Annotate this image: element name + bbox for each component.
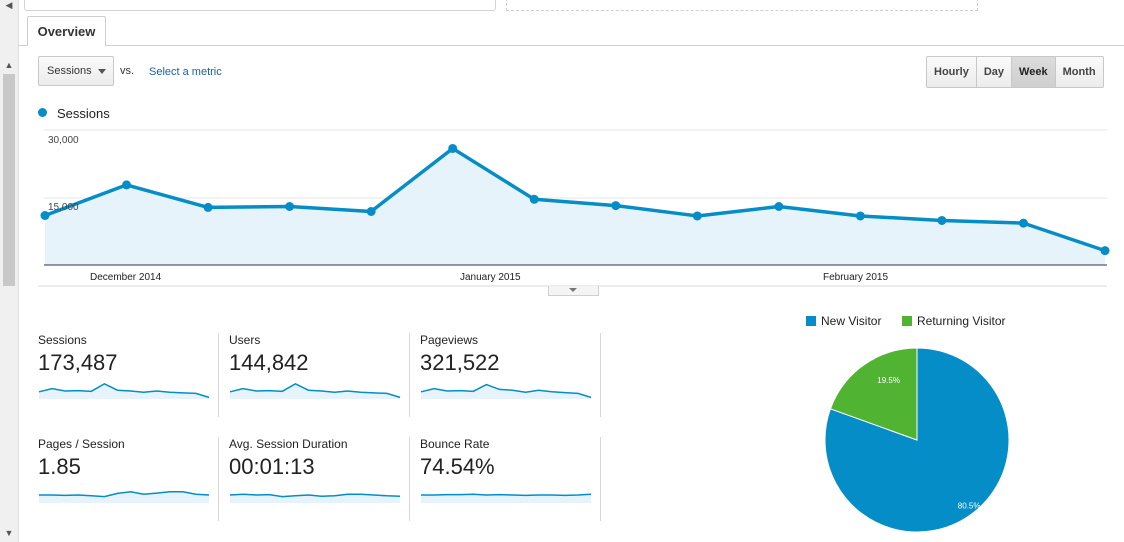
scorecard-value: 144,842 — [229, 350, 309, 375]
data-point[interactable] — [611, 201, 621, 211]
sparkline-line — [39, 491, 210, 498]
data-point[interactable] — [448, 143, 458, 153]
month-button[interactable]: Month — [1054, 57, 1103, 87]
sparkline-area — [421, 384, 591, 399]
returning-visitor-legend-swatch — [902, 316, 912, 326]
collapse-chart-toggle[interactable] — [548, 286, 599, 296]
data-point[interactable] — [774, 202, 784, 211]
scrollbar-thumb[interactable] — [3, 74, 15, 286]
hourly-button[interactable]: Hourly — [927, 57, 976, 87]
visitor-type-pie-chart: 80.5% 19.5% — [824, 347, 1010, 533]
sparkline-line — [421, 493, 592, 497]
sessions-area — [45, 148, 1105, 265]
data-point[interactable] — [1100, 246, 1110, 256]
top-panel-left — [24, 0, 496, 11]
sessions-line — [44, 146, 1106, 253]
xtick-label: February 2015 — [823, 272, 888, 283]
scroll-down-arrow-icon[interactable]: ▼ — [4, 528, 14, 538]
sessions-legend-dot — [38, 108, 47, 117]
sparkline — [38, 382, 210, 399]
sparkline — [39, 491, 210, 503]
sparkline — [420, 383, 592, 399]
pie-label-new-visitor: 80.5% — [958, 502, 981, 511]
week-button[interactable]: Week — [1011, 57, 1055, 87]
data-point[interactable] — [692, 211, 702, 221]
time-granularity-group: Hourly Day Week Month — [926, 56, 1104, 88]
sparkline-area — [230, 383, 400, 399]
data-point[interactable] — [203, 202, 213, 212]
sparkline-line — [229, 493, 401, 498]
tab-divider — [18, 45, 1124, 46]
sparkline-area — [230, 494, 400, 503]
data-point[interactable] — [366, 206, 376, 216]
tab-overview[interactable]: Overview — [27, 16, 106, 46]
data-point[interactable] — [285, 202, 295, 211]
scorecard-value: 74.54% — [420, 454, 495, 479]
scorecard-value: 321,522 — [420, 350, 500, 375]
scorecard-label: Users — [229, 333, 261, 347]
metric-dropdown-value: Sessions — [47, 65, 92, 77]
scorecard-label: Avg. Session Duration — [229, 437, 348, 451]
vertical-scrollbar[interactable]: ◀ ▲ ▼ — [0, 0, 19, 542]
metric-dropdown[interactable]: Sessions — [38, 56, 114, 86]
scorecard-label: Sessions — [38, 333, 87, 347]
sparkline — [229, 493, 401, 503]
sparkline — [229, 382, 401, 399]
pie-slice-returning-visitor[interactable] — [829, 347, 918, 441]
data-point[interactable] — [122, 180, 132, 190]
scroll-up-arrow-icon[interactable]: ▲ — [4, 60, 14, 70]
chevron-down-icon — [569, 288, 577, 292]
scorecard-value: 00:01:13 — [229, 454, 315, 479]
sparkline-line — [38, 382, 210, 399]
scorecard-pages-per-session[interactable]: Pages / Session 1.85 — [38, 437, 219, 521]
scroll-left-arrow-icon[interactable]: ◀ — [5, 0, 13, 10]
ytick-label: 15,000 — [48, 202, 79, 213]
data-point[interactable] — [1018, 218, 1028, 228]
chevron-down-icon — [98, 69, 106, 74]
day-button[interactable]: Day — [975, 57, 1012, 87]
returning-visitor-legend-label: Returning Visitor — [917, 314, 1006, 328]
sessions-chart: 30,000 15,000 December 2014 January 2015… — [38, 129, 1110, 287]
scorecard-value: 173,487 — [38, 350, 118, 375]
scorecard-label: Pages / Session — [38, 437, 125, 451]
data-point[interactable] — [40, 211, 50, 220]
xtick-label: December 2014 — [90, 272, 162, 283]
scorecard-bounce-rate[interactable]: Bounce Rate 74.54% — [420, 437, 601, 521]
xtick-label: January 2015 — [460, 272, 521, 283]
sparkline-line — [229, 382, 401, 399]
sparkline-area — [39, 491, 209, 503]
scorecard-sessions[interactable]: Sessions 173,487 — [38, 333, 219, 417]
data-point[interactable] — [529, 194, 539, 204]
scorecard-label: Bounce Rate — [420, 437, 490, 451]
scorecard-users[interactable]: Users 144,842 — [229, 333, 410, 417]
sparkline-line — [420, 383, 592, 399]
select-metric-link[interactable]: Select a metric — [149, 66, 222, 78]
scorecard-value: 1.85 — [38, 454, 81, 479]
scorecard-avg-session-duration[interactable]: Avg. Session Duration 00:01:13 — [229, 437, 410, 521]
sparkline — [421, 493, 592, 503]
ytick-label: 30,000 — [48, 135, 79, 146]
pie-label-returning-visitor: 19.5% — [877, 376, 900, 385]
top-panel-right — [506, 0, 978, 11]
data-point[interactable] — [937, 215, 947, 225]
scorecard-pageviews[interactable]: Pageviews 321,522 — [420, 333, 601, 417]
sessions-legend-label: Sessions — [57, 106, 110, 121]
data-point[interactable] — [855, 211, 865, 221]
sparkline-area — [421, 494, 591, 503]
new-visitor-legend-swatch — [806, 316, 816, 326]
vs-label: vs. — [120, 65, 135, 77]
pie-slice-new-visitor[interactable] — [824, 347, 1010, 533]
new-visitor-legend-label: New Visitor — [821, 314, 882, 328]
scorecard-label: Pageviews — [420, 333, 479, 347]
sparkline-area — [39, 383, 209, 399]
